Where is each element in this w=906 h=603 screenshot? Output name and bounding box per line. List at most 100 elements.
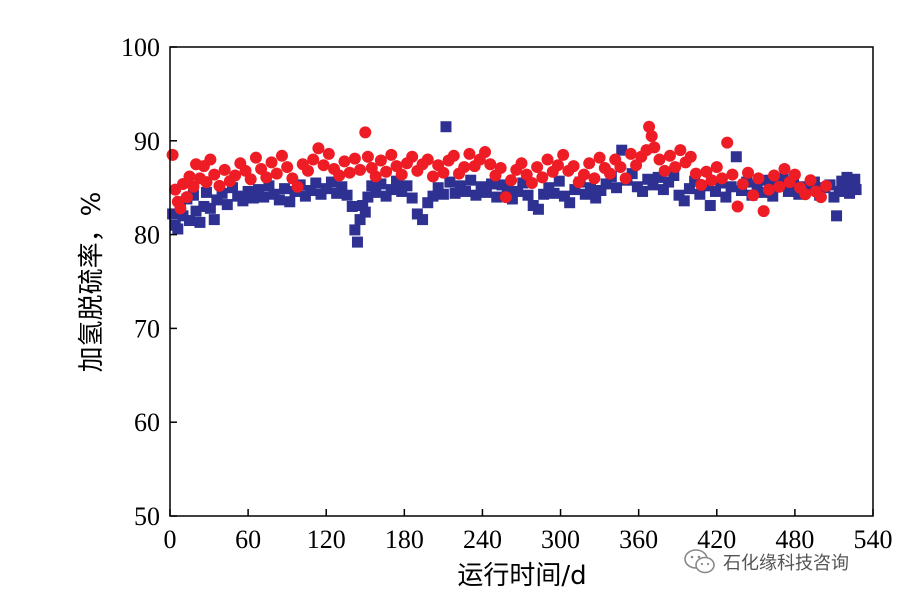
blue-square-point [380,190,392,202]
red-circle-point [567,160,580,173]
red-circle-point [275,149,288,162]
blue-square-point [626,168,638,180]
blue-square-point [391,175,403,187]
x-tick-label: 60 [235,525,261,554]
blue-square-point [211,194,223,206]
series-blue-squares [167,121,862,248]
blue-square-point [730,151,742,163]
blue-square-point [793,188,805,200]
blue-square-point [370,186,382,198]
blue-square-point [694,188,706,200]
red-circle-point [312,142,325,155]
blue-square-point [354,214,366,226]
blue-square-point [600,178,612,190]
y-tick-label: 80 [134,221,160,250]
blue-square-point [310,177,322,189]
red-circle-point [762,183,775,196]
blue-square-point [569,184,581,196]
red-circle-point [593,151,606,164]
red-circle-point [658,164,671,177]
blue-square-point [198,200,210,212]
blue-square-point [422,197,434,209]
red-circle-point [588,172,601,185]
blue-square-point [253,184,265,196]
red-circle-point [317,159,330,172]
blue-square-point [647,179,659,191]
blue-square-point [349,224,361,236]
blue-square-point [512,185,524,197]
blue-square-point [432,182,444,194]
red-circle-point [166,148,179,161]
blue-square-point [336,181,348,193]
blue-square-point [375,178,387,190]
blue-square-point [828,191,840,203]
blue-square-point [637,185,649,197]
blue-square-point [782,185,794,197]
red-circle-point [174,202,187,215]
blue-square-point [844,187,856,199]
x-tick-label: 360 [619,525,658,554]
blue-square-point [359,206,371,218]
blue-square-point [553,175,565,187]
blue-square-point [221,199,233,211]
red-circle-point [551,159,564,172]
red-circle-point [773,180,786,193]
blue-square-point [299,190,311,202]
red-circle-point [333,169,346,182]
red-circle-point [726,168,739,181]
blue-square-point [762,174,774,186]
blue-square-point [226,182,238,194]
red-circle-point [307,153,320,166]
blue-square-point [216,187,228,199]
red-circle-point [557,148,570,161]
blue-square-point [838,180,850,192]
blue-square-point [305,185,317,197]
x-axis-ticks: 0 60 120 180 240 300 360 420 480 540 [164,509,893,554]
red-circle-point [348,152,361,165]
x-tick-label: 120 [307,525,346,554]
blue-square-point [200,186,212,198]
red-circle-point [208,168,221,181]
blue-square-point [194,216,206,228]
blue-square-point [268,188,280,200]
red-circle-point [359,126,372,139]
blue-square-point [454,180,466,192]
red-circle-point [752,172,765,185]
red-circle-point [684,150,697,163]
blue-square-point [683,183,695,195]
red-circle-point [695,178,708,191]
blue-square-point [850,184,862,196]
red-circle-point [614,161,627,174]
blue-square-point [689,175,701,187]
red-circle-point [757,205,770,218]
red-circle-point [788,168,801,181]
red-circle-point [338,155,351,168]
blue-square-point [849,173,861,185]
red-circle-point [674,144,687,157]
blue-square-point [517,177,529,189]
blue-square-point [611,182,623,194]
blue-square-point [590,192,602,204]
blue-square-point [331,187,343,199]
blue-square-point [595,185,607,197]
red-circle-point [426,170,439,183]
red-circle-point [721,136,734,149]
red-circle-point [322,147,335,160]
red-circle-point [541,153,554,166]
red-circle-point [213,179,226,192]
red-circle-point [249,151,262,164]
blue-square-point [720,191,732,203]
blue-square-point [237,195,249,207]
red-circle-point [463,147,476,160]
x-tick-label: 420 [697,525,736,554]
blue-square-point [506,193,518,205]
watermark: 石化缘科技咨询 [683,546,849,578]
red-circle-point [180,191,193,204]
blue-square-point [756,186,768,198]
blue-square-point [663,176,675,188]
red-circle-point [536,171,549,184]
red-circle-point [260,171,273,184]
red-circle-point [301,164,314,177]
x-tick-label: 480 [775,525,814,554]
blue-square-point [357,200,369,212]
